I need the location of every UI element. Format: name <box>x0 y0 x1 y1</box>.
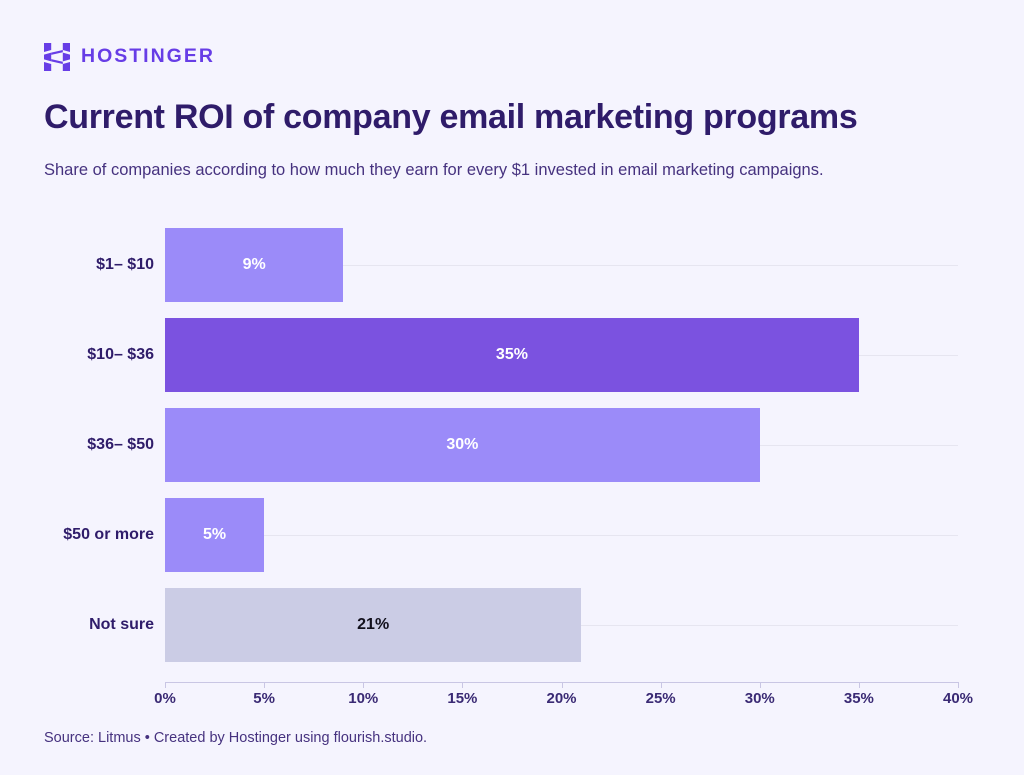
bar-value-label: 5% <box>203 526 227 543</box>
bar-value-label: 35% <box>495 346 528 363</box>
bar-chart: $1– $10 $10– $36 $36– $50 $50 or more Not su… <box>44 214 980 707</box>
bar-value-label: 30% <box>446 436 479 453</box>
bar[interactable]: 5% <box>165 498 265 572</box>
category-label: $1– $10 <box>96 256 154 273</box>
x-tick-label: 5% <box>253 690 275 707</box>
hostinger-logo: HOSTINGER <box>44 43 215 71</box>
hostinger-wordmark: HOSTINGER <box>81 45 215 68</box>
x-tick <box>264 682 266 688</box>
hostinger-h-monogram-icon <box>44 43 70 71</box>
bar[interactable]: 35% <box>165 318 859 392</box>
x-tick-label: 40% <box>942 690 974 707</box>
x-tick-label: 35% <box>843 690 874 707</box>
x-tick-label: 15% <box>447 690 478 707</box>
source-note: Source: Litmus • Created by Hostinger us… <box>44 730 428 746</box>
chart-subtitle: Share of companies according to how much… <box>44 161 824 179</box>
chart-title: Current ROI of company email marketing p… <box>44 98 858 136</box>
x-tick <box>462 682 464 688</box>
x-tick-label: 0% <box>154 690 176 707</box>
category-label: $50 or more <box>63 526 154 543</box>
category-label: $36– $50 <box>87 436 154 453</box>
x-tick <box>858 682 860 688</box>
x-tick-label: 30% <box>744 690 775 707</box>
category-label: Not sure <box>89 616 154 633</box>
plot-area: 0% 5% 10% 15% 20% 25% 30% 35% 40% 9% 35% 30% 5% 21% <box>154 228 973 707</box>
bar-row[interactable]: 9% <box>165 228 958 302</box>
bar[interactable]: 30% <box>165 408 760 482</box>
x-tick-label: 20% <box>546 690 577 707</box>
category-label: $10– $36 <box>87 346 154 363</box>
x-tick <box>561 682 563 688</box>
bar-value-label: 21% <box>357 616 390 633</box>
x-tick <box>165 682 166 688</box>
x-tick <box>759 682 761 688</box>
bar-row[interactable]: 5% <box>165 498 958 572</box>
x-tick-label: 25% <box>645 690 676 707</box>
x-tick-label: 10% <box>348 690 379 707</box>
x-tick <box>660 682 662 688</box>
bar[interactable]: 9% <box>165 228 344 302</box>
bar-row[interactable]: 30% <box>165 408 958 482</box>
bar-row[interactable]: 35% <box>165 318 958 392</box>
bar-row[interactable]: 21% <box>165 588 958 662</box>
x-tick <box>363 682 365 688</box>
x-tick <box>958 682 959 688</box>
bar[interactable]: 21% <box>165 588 582 662</box>
bar-value-label: 9% <box>242 256 266 273</box>
